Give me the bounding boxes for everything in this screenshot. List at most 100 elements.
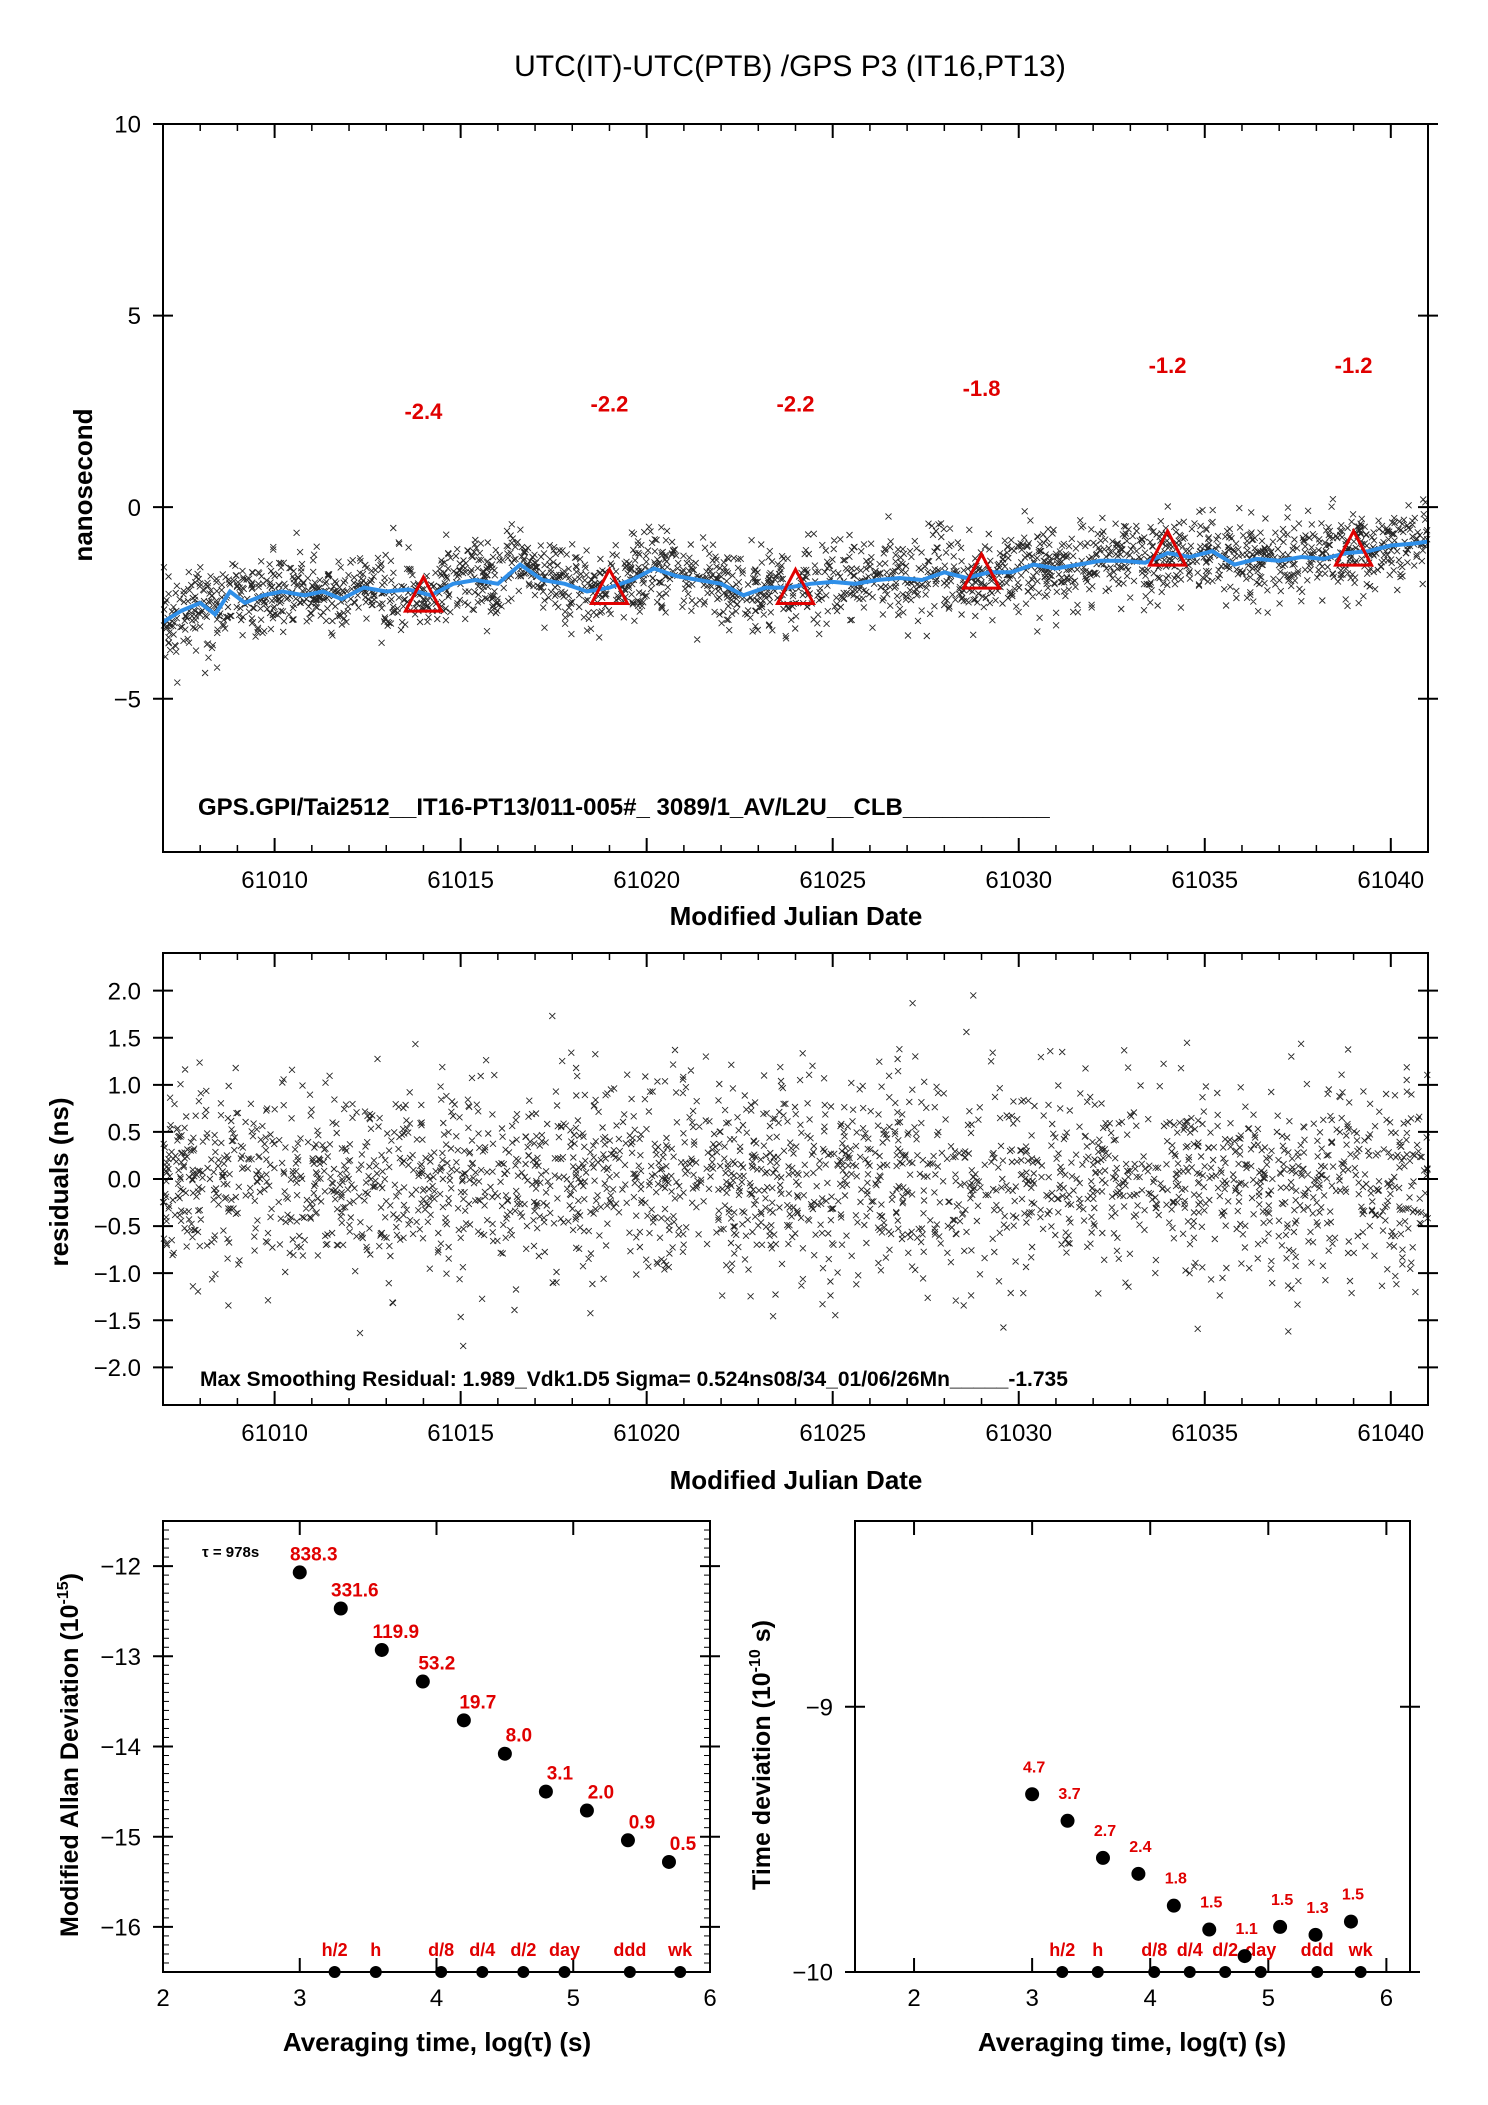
- y-tick-label: −12: [100, 1554, 141, 1581]
- deviation-value-label: 53.2: [418, 1654, 455, 1675]
- reference-mark: [1354, 1966, 1367, 1978]
- x-tick-label: 3: [293, 1985, 306, 2012]
- deviation-value-label: 119.9: [373, 1622, 420, 1643]
- x-tick-label: 61010: [241, 1420, 308, 1447]
- plot-frame: [162, 1520, 711, 1973]
- deviation-value-label: 1.5: [1200, 1895, 1222, 1912]
- y-tick-label: 0: [128, 495, 141, 522]
- y-tick-label: −13: [100, 1644, 141, 1671]
- deviation-point: [374, 1642, 389, 1657]
- allan-x-axis-label: Averaging time, log(τ) (s): [283, 2027, 591, 2057]
- reference-mark: [1148, 1966, 1161, 1978]
- deviation-point: [497, 1746, 512, 1761]
- raw-measurement-cloud: [160, 495, 1431, 686]
- daily-mean-triangle: [402, 573, 444, 613]
- deviation-value-label: 838.3: [290, 1544, 338, 1565]
- y-tick-label: 1.5: [108, 1025, 141, 1052]
- y-tick-label: 0.0: [108, 1167, 141, 1194]
- daily-mean-label: -1.8: [963, 376, 1001, 401]
- residuals-x-axis-label: Modified Julian Date: [670, 1465, 923, 1495]
- x-tick-label: 2: [156, 1985, 169, 2012]
- y-tick-label: −16: [100, 1915, 141, 1942]
- deviation-value-label: 1.5: [1342, 1887, 1364, 1904]
- deviation-point: [620, 1833, 635, 1848]
- reference-mark: [623, 1966, 636, 1978]
- deviation-value-label: 2.7: [1094, 1823, 1116, 1840]
- deviation-value-label: 0.5: [670, 1834, 697, 1855]
- reference-mark: [328, 1966, 341, 1978]
- reference-label: ddd: [1301, 1940, 1334, 1960]
- reference-label: h: [1092, 1940, 1103, 1960]
- reference-mark: [1311, 1966, 1324, 1978]
- deviation-value-label: 19.7: [459, 1692, 496, 1713]
- deviation-value-label: 331.6: [331, 1580, 379, 1601]
- daily-mean-label: -2.4: [404, 399, 443, 424]
- x-tick-label: 61020: [613, 1420, 680, 1447]
- tdev-x-axis-label: Averaging time, log(τ) (s): [978, 2027, 1286, 2057]
- deviation-point: [1166, 1898, 1181, 1913]
- deviation-value-label: 1.8: [1165, 1871, 1187, 1888]
- reference-label: d/8: [428, 1940, 454, 1960]
- reference-label: day: [1245, 1940, 1276, 1960]
- deviation-point: [1095, 1850, 1110, 1865]
- y-tick-label: 1.0: [108, 1072, 141, 1099]
- deviation-point: [1308, 1927, 1323, 1942]
- tau-note: τ = 978s: [202, 1544, 259, 1561]
- reference-mark: [1056, 1966, 1069, 1978]
- x-tick-label: 4: [430, 1985, 443, 2012]
- reference-mark: [1183, 1966, 1196, 1978]
- y-tick-label: 10: [114, 112, 141, 139]
- deviation-point: [1202, 1922, 1217, 1937]
- daily-mean-triangle: [588, 566, 630, 605]
- x-tick-label: 61015: [427, 867, 494, 894]
- y-tick-label: −0.5: [94, 1214, 141, 1241]
- smoothed-line: [161, 539, 1429, 624]
- plot-frame: [854, 1520, 1411, 1973]
- daily-mean-triangle: [775, 566, 816, 605]
- x-tick-label: 61040: [1357, 867, 1424, 894]
- deviation-value-label: 3.1: [547, 1764, 574, 1785]
- deviation-point: [333, 1601, 348, 1616]
- reference-label: d/2: [1212, 1940, 1238, 1960]
- x-tick-label: 61025: [799, 1420, 866, 1447]
- deviation-value-label: 0.9: [629, 1812, 655, 1833]
- x-tick-label: 4: [1144, 1985, 1157, 2012]
- reference-mark: [369, 1966, 382, 1978]
- plot-frame: [162, 123, 1429, 853]
- residuals-y-axis-label: residuals (ns): [44, 1097, 74, 1266]
- deviation-value-label: 1.1: [1236, 1921, 1258, 1938]
- x-tick-label: 61035: [1171, 1420, 1238, 1447]
- reference-label: d/8: [1141, 1940, 1167, 1960]
- x-tick-label: 61030: [985, 867, 1052, 894]
- residual-point-cloud: [159, 992, 1432, 1350]
- time-difference-y-axis-label: nanosecond: [68, 408, 98, 561]
- y-tick-label: −10: [792, 1960, 833, 1987]
- y-tick-label: 2.0: [108, 978, 141, 1005]
- reference-label: d/2: [510, 1940, 536, 1960]
- time-deviation-panel: 2 3 4 5 6 −10 −9 h/2 h d/8 d/4 d/2 day ddd wk 4.7 3.7 2…: [747, 1520, 1420, 2057]
- figure-title: UTC(IT)-UTC(PTB) /GPS P3 (IT16,PT13): [514, 50, 1066, 83]
- x-tick-label: 5: [1262, 1985, 1275, 2012]
- deviation-point: [579, 1803, 594, 1818]
- daily-mean-label: -1.2: [1335, 353, 1373, 378]
- residual-point-marks: [159, 992, 1432, 1350]
- time-difference-x-axis-label: Modified Julian Date: [670, 901, 923, 931]
- reference-mark: [517, 1966, 530, 1978]
- deviation-point: [415, 1674, 430, 1689]
- reference-label: wk: [667, 1940, 693, 1960]
- x-tick-label: 5: [567, 1985, 580, 2012]
- raw-point-marks: [160, 495, 1431, 686]
- deviation-point: [456, 1713, 471, 1728]
- allan-y-axis-label: Modified Allan Deviation (10-15): [55, 1573, 84, 1937]
- x-tick-label: 61040: [1357, 1420, 1424, 1447]
- reference-label: wk: [1348, 1940, 1374, 1960]
- y-tick-label: −9: [806, 1694, 833, 1721]
- reference-label: h/2: [1049, 1940, 1075, 1960]
- reference-mark: [435, 1966, 448, 1978]
- x-tick-label: 3: [1025, 1985, 1038, 2012]
- daily-mean-label: -2.2: [777, 391, 815, 416]
- y-tick-label: −14: [100, 1734, 141, 1761]
- deviation-value-label: 8.0: [506, 1726, 532, 1747]
- residuals-annotation: Max Smoothing Residual: 1.989_Vdk1.D5 Si…: [200, 1368, 1068, 1391]
